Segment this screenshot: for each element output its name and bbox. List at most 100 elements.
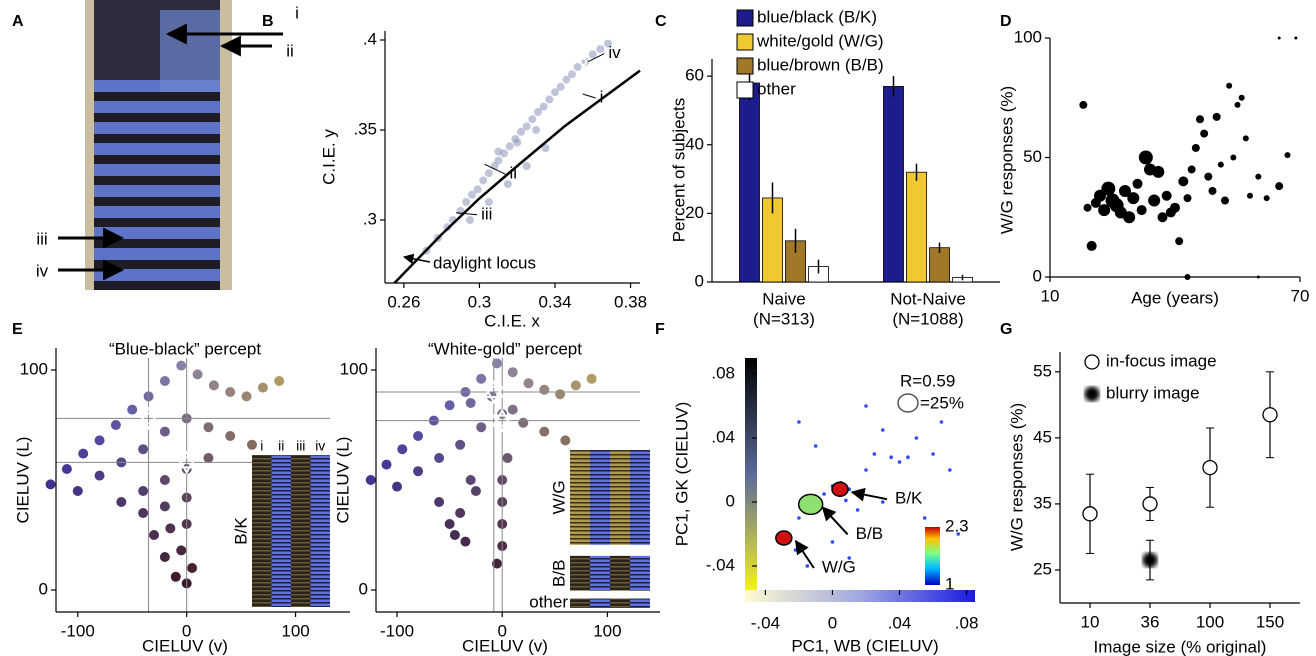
inset-stripes: [630, 555, 650, 591]
point: [444, 519, 455, 529]
point: [94, 435, 105, 446]
bubble: [1148, 194, 1161, 207]
x-axis-label: PC1, WB (CIELUV): [791, 636, 938, 655]
point: [505, 142, 514, 151]
inset-column-label: iv: [315, 438, 325, 454]
x-tick-label: Naive: [762, 289, 805, 308]
colorbar-tick-label: 1: [945, 574, 954, 593]
labeled-point: [447, 209, 455, 217]
x-tick-label: 0.38: [614, 292, 647, 311]
point: [1142, 552, 1158, 568]
point: [518, 417, 529, 428]
x-tick-label: -.04: [751, 613, 780, 632]
x-axis-label: Age (years): [1131, 288, 1219, 307]
bubble: [1217, 161, 1224, 168]
bubble: [1284, 152, 1291, 159]
point: [465, 475, 476, 485]
y-tick-label: 40: [685, 134, 704, 153]
dress-stripe: [94, 260, 220, 269]
y-axis-label: CIELUV (L): [13, 437, 32, 524]
point: [541, 144, 550, 152]
pointer: [456, 212, 478, 216]
annotation: iii: [36, 229, 47, 248]
point: [570, 380, 581, 391]
bubble: [1170, 202, 1180, 213]
dress-jacket: [160, 10, 220, 100]
point: [392, 481, 403, 492]
bubble: [1183, 194, 1192, 203]
y-tick-label: -.04: [706, 555, 735, 574]
point: [413, 466, 424, 477]
y-tick-label: 0: [695, 271, 704, 290]
annotation: R=0.59: [900, 371, 955, 390]
y-axis-label: PC1, GK (CIELUV): [672, 402, 691, 547]
point: [555, 389, 566, 400]
point: [149, 530, 159, 540]
point: [413, 431, 424, 441]
bubble: [1208, 186, 1217, 195]
point: [434, 453, 445, 463]
legend-marker: [1084, 386, 1100, 402]
point: [241, 391, 252, 402]
bubble: [1230, 154, 1237, 161]
labeled-point: [573, 90, 582, 98]
point: [491, 558, 502, 569]
panel-label: B: [262, 13, 274, 30]
cluster-label: B/B: [856, 524, 883, 543]
bubble: [1152, 165, 1165, 178]
y-tick-label: 60: [685, 66, 704, 85]
x-tick-note: (N=1088): [892, 309, 963, 328]
point: [813, 444, 818, 448]
point: [797, 516, 801, 520]
point: [365, 475, 376, 485]
contour-key: [897, 393, 919, 413]
panel-label: C: [655, 13, 667, 30]
bubble: [1132, 178, 1143, 189]
legend-label: blue/black (B/K): [757, 7, 877, 26]
point: [880, 428, 885, 432]
y-tick-label: .04: [711, 427, 735, 446]
legend-label: blue/brown (B/B): [757, 55, 884, 74]
x-tick-label: 10: [1081, 612, 1100, 631]
star-marker: [491, 408, 513, 433]
chart-title: “White-gold” percept: [428, 339, 582, 358]
bubble: [1191, 143, 1200, 152]
x-tick-label: 100: [281, 621, 309, 640]
legend-swatch: [736, 57, 754, 75]
inset-stripes: [271, 455, 291, 607]
chart-title: “Blue-black” percept: [109, 339, 261, 358]
point: [507, 367, 518, 378]
dress-stripe: [94, 218, 220, 227]
bar: [883, 86, 904, 283]
y-axis-label: Percent of subjects: [669, 98, 688, 243]
x-tick-label: 0.34: [538, 292, 571, 311]
point: [822, 492, 826, 496]
point: [110, 420, 121, 430]
inset-stripes: [590, 555, 610, 591]
point: [484, 169, 493, 178]
point: [476, 422, 487, 433]
point: [159, 426, 170, 437]
point: [165, 523, 176, 534]
inset-column-label: ii: [278, 438, 284, 454]
inset-stripes: [310, 455, 330, 607]
point: [381, 459, 392, 470]
point: [581, 57, 590, 66]
cluster-peak: [831, 481, 849, 497]
bubble: [1127, 192, 1140, 205]
point: [1082, 506, 1098, 522]
panel-label: A: [12, 13, 24, 30]
inset-stripes: [610, 555, 630, 591]
annotation: iv: [36, 261, 49, 280]
point: [573, 63, 582, 71]
panel-label: G: [1000, 321, 1012, 338]
point: [847, 556, 852, 560]
x-tick-label: 0: [497, 621, 506, 640]
point: [805, 564, 810, 568]
x-tick-label: .04: [888, 613, 912, 632]
point: [257, 382, 268, 393]
inset-stripes: [291, 455, 311, 607]
x-tick-label: 100: [593, 621, 621, 640]
arrow: [850, 487, 888, 502]
